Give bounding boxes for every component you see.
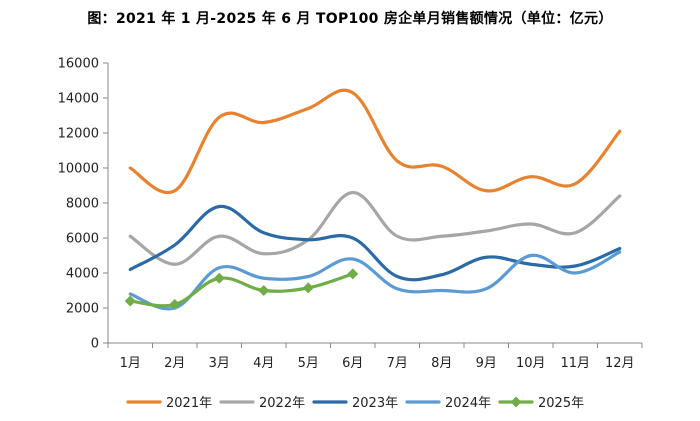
chart-title: 图：2021 年 1 月-2025 年 6 月 TOP100 房企单月销售额情况… — [87, 11, 613, 27]
x-tick-label: 6月 — [342, 356, 363, 371]
y-tick-label: 8000 — [66, 197, 99, 212]
legend-label: 2023年 — [352, 396, 398, 411]
series-line-2024年 — [128, 250, 622, 311]
series-line-2025年 — [128, 272, 355, 308]
x-tick-label: 2月 — [164, 356, 185, 371]
legend-marker — [510, 396, 522, 408]
series-line-2021年 — [128, 88, 622, 195]
series-line-2022年 — [128, 190, 622, 266]
y-tick-label: 12000 — [58, 127, 99, 142]
data-point — [258, 285, 270, 296]
x-tick-label: 12月 — [605, 356, 635, 371]
legend-label: 2022年 — [259, 396, 305, 411]
y-tick-label: 14000 — [58, 92, 99, 107]
x-tick-label: 8月 — [431, 356, 452, 371]
y-tick-label: 2000 — [66, 302, 99, 317]
legend-label: 2025年 — [538, 396, 584, 411]
data-point — [169, 299, 181, 310]
data-point — [302, 282, 314, 294]
y-tick-label: 4000 — [66, 267, 99, 282]
x-tick-label: 1月 — [120, 356, 141, 371]
data-point — [124, 295, 136, 307]
legend-label: 2021年 — [166, 396, 212, 411]
data-point — [347, 268, 359, 280]
x-tick-label: 3月 — [209, 356, 230, 371]
y-tick-label: 6000 — [66, 232, 99, 247]
x-tick-label: 10月 — [516, 356, 546, 371]
x-tick-label: 4月 — [253, 356, 274, 371]
x-tick-label: 7月 — [387, 356, 408, 371]
x-tick-label: 5月 — [298, 356, 319, 371]
data-point — [213, 272, 225, 284]
legend-label: 2024年 — [445, 396, 491, 411]
y-tick-label: 16000 — [58, 57, 99, 72]
x-tick-label: 9月 — [476, 356, 497, 371]
x-tick-label: 11月 — [560, 356, 590, 371]
y-tick-label: 10000 — [58, 162, 99, 177]
y-tick-label: 0 — [91, 337, 99, 352]
series-line-2023年 — [128, 204, 622, 282]
